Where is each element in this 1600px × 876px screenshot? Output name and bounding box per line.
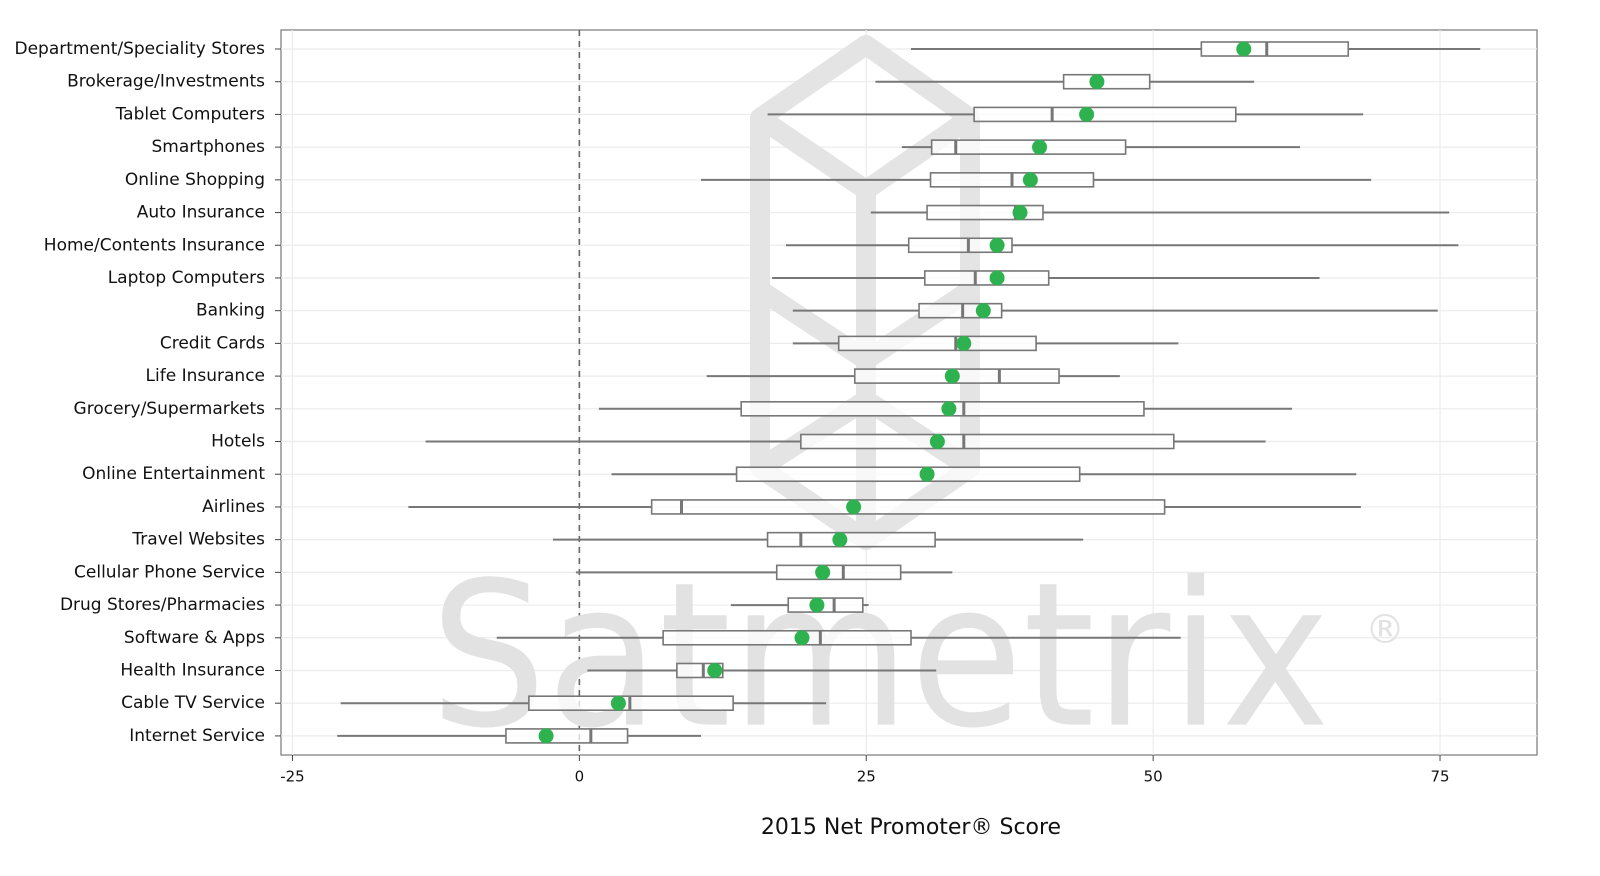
x-tick-label: 50 (1144, 768, 1163, 786)
box (973, 106, 1237, 123)
marks (337, 41, 1481, 744)
y-tick-label: Brokerage/Investments (67, 72, 265, 92)
y-tick-label: Laptop Computers (108, 268, 265, 288)
mean-dot (846, 499, 862, 515)
box (766, 531, 936, 548)
y-tick-label: Auto Insurance (137, 203, 265, 223)
mean-dot (794, 630, 810, 646)
y-tick-label: Online Shopping (125, 170, 265, 190)
box (800, 433, 1175, 450)
y-tick-label: Airlines (202, 497, 265, 517)
mean-dot (989, 270, 1005, 286)
mean-dot (944, 368, 960, 384)
y-tick-label: Online Entertainment (82, 464, 265, 484)
mean-dot (975, 303, 991, 319)
box (1062, 73, 1151, 90)
mean-dot (1012, 205, 1028, 221)
mean-dot (929, 434, 945, 450)
box (1200, 41, 1350, 57)
y-tick-label: Cable TV Service (121, 693, 265, 713)
y-tick-label: Life Insurance (146, 366, 265, 386)
mean-dot (1089, 74, 1105, 90)
mean-dot (1022, 172, 1038, 188)
box (923, 270, 1050, 286)
y-tick-label: Banking (196, 301, 265, 321)
x-tick-label: 75 (1430, 768, 1449, 786)
y-tick-label: Drug Stores/Pharmacies (60, 595, 265, 615)
x-tick-label: -25 (280, 768, 305, 786)
box (505, 728, 629, 744)
y-tick-label: Credit Cards (160, 333, 265, 353)
x-tick-label: 0 (575, 768, 585, 786)
y-tick-label: Hotels (211, 432, 265, 452)
y-tick-label: Health Insurance (120, 660, 265, 680)
y-tick-label: Smartphones (152, 137, 266, 157)
mean-dot (1032, 139, 1048, 155)
y-tick-label: Home/Contents Insurance (44, 235, 265, 255)
mean-dot (1079, 106, 1095, 122)
mean-dot (989, 237, 1005, 253)
y-tick-label: Tablet Computers (115, 104, 266, 124)
mean-dot (610, 695, 626, 711)
box (787, 597, 864, 613)
watermark-mark: ® (1365, 607, 1405, 653)
box (837, 335, 1037, 352)
x-axis-label: 2015 Net Promoter® Score (761, 815, 1061, 840)
y-tick-label: Department/Speciality Stores (15, 39, 266, 59)
box (735, 466, 1081, 483)
mean-dot (707, 662, 723, 678)
mean-dot (815, 564, 831, 580)
y-tick-label: Grocery/Supermarkets (74, 399, 266, 419)
box (662, 629, 912, 646)
mean-dot (919, 466, 935, 482)
box (907, 237, 1013, 254)
mean-dot (1236, 41, 1252, 57)
logo-lines (754, 109, 976, 540)
y-tick-label: Software & Apps (124, 628, 265, 648)
y-tick-label: Cellular Phone Service (74, 562, 265, 582)
x-tick-label: 25 (857, 768, 876, 786)
mean-dot (832, 532, 848, 548)
box (650, 499, 1166, 515)
box (930, 139, 1127, 155)
mean-dot (956, 335, 972, 351)
y-tick-label: Travel Websites (131, 530, 265, 550)
mean-dot (941, 401, 957, 417)
mean-dot (538, 728, 554, 744)
y-tick-label: Internet Service (129, 726, 265, 746)
box (775, 564, 902, 581)
mean-dot (809, 597, 825, 613)
